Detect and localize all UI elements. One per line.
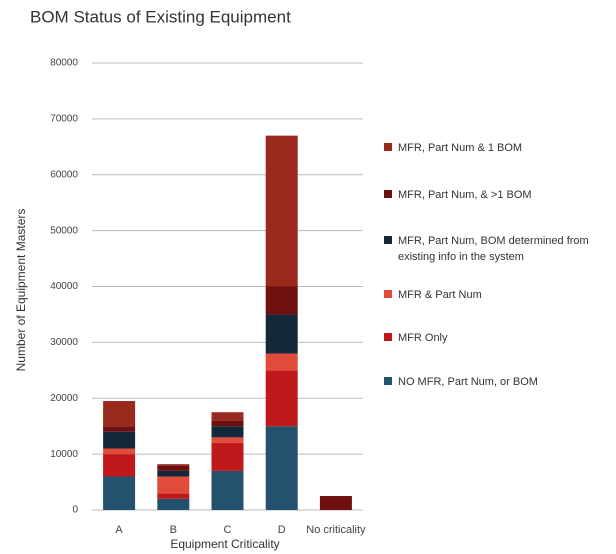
bar-segment [103,401,136,427]
bar-segment [103,476,136,510]
legend-item: MFR, Part Num, BOM determined from exist… [384,233,612,265]
bar-segment [211,426,244,438]
bar-segment [211,412,244,421]
chart-title: BOM Status of Existing Equipment [30,7,291,26]
legend-item: MFR, Part Num & 1 BOM [384,140,612,156]
legend-swatch [384,377,392,385]
bar-segment [211,442,244,471]
bar-segment [211,420,244,427]
legend-label: MFR, Part Num, & >1 BOM [398,189,532,201]
y-tick-label: 80000 [50,58,78,69]
y-tick-label: 70000 [50,114,78,125]
bar-segment [265,314,298,354]
bar-segment [265,426,298,510]
legend-swatch [384,333,392,341]
legend-label: NO MFR, Part Num, or BOM [398,376,538,388]
legend-label: MFR Only [398,332,448,344]
bar-segment [103,431,136,449]
bar-segment [157,476,190,494]
legend-label: MFR & Part Num [398,289,482,301]
legend-label: MFR, Part Num & 1 BOM [398,142,523,154]
legend-item: MFR & Part Num [384,287,612,303]
y-tick-label: 60000 [50,169,78,180]
bar-segment [157,470,190,477]
y-tick-label: 30000 [50,337,78,348]
y-tick-label: 0 [72,505,78,516]
bar-segment [265,286,298,315]
legend-swatch [384,290,392,298]
y-tick-label: 40000 [50,281,78,292]
bar-segment [265,370,298,427]
bar-segment [103,454,136,477]
y-axis-label: Number of Equipment Masters [14,209,28,372]
bar-segment [157,493,190,499]
legend-swatch [384,190,392,198]
bar-segment [157,465,190,471]
legend-item: MFR Only [384,330,612,346]
legend-swatch [384,236,392,244]
bar-segment [211,437,244,443]
legend-swatch [384,143,392,151]
legend-item: NO MFR, Part Num, or BOM [384,374,612,390]
x-tick-label: D [278,524,286,536]
y-tick-label: 20000 [50,393,78,404]
bar-segment [211,470,244,510]
y-tick-label: 10000 [50,449,78,460]
bar-segment [103,426,136,432]
bar-segment [265,353,298,371]
bar-segment [265,135,298,287]
x-tick-label: B [170,524,177,536]
x-tick-label: A [115,524,123,536]
x-tick-label: No criticality [306,524,366,536]
bar-segment [103,448,136,455]
legend-item: MFR, Part Num, & >1 BOM [384,187,612,203]
bar-segment [319,496,352,510]
y-tick-label: 50000 [50,225,78,236]
legend-label: MFR, Part Num, BOM determined from exist… [398,235,589,263]
bar-segment [157,464,190,466]
x-axis-label: Equipment Criticality [170,537,279,551]
bar-segment [157,498,190,510]
x-tick-label: C [224,524,232,536]
